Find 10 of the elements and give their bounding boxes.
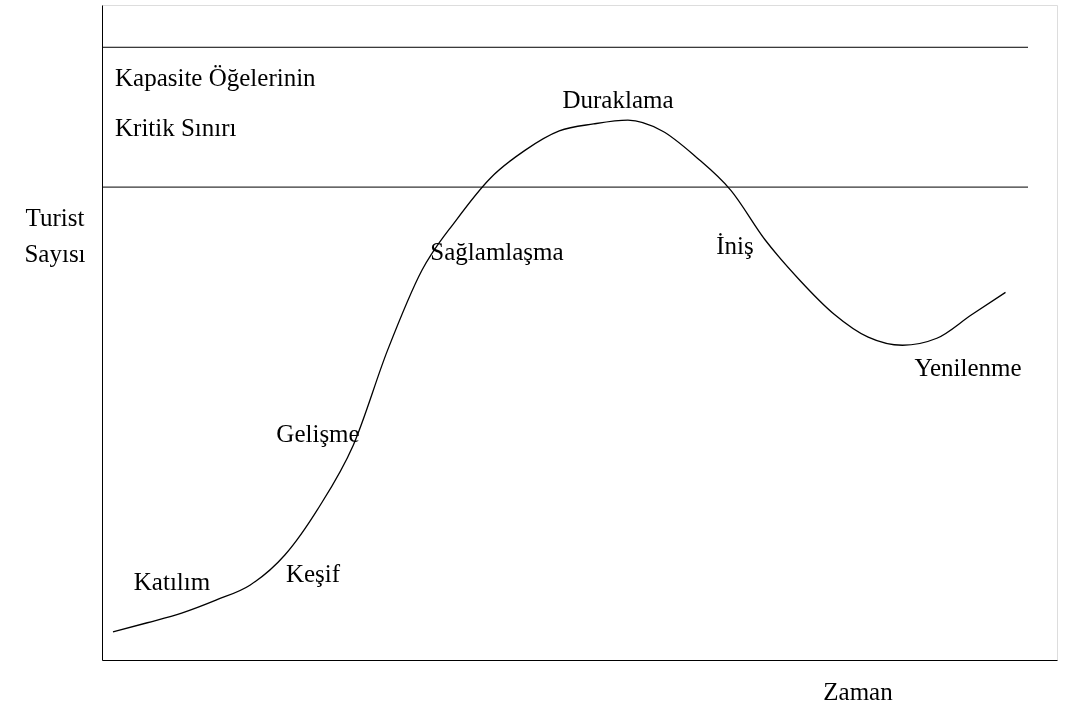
annotation: Sağlamlaşma xyxy=(430,238,564,265)
annotation: İniş xyxy=(716,232,754,259)
y-axis-title: Turist Sayısı xyxy=(24,204,86,267)
annotation: Kapasite Öğelerinin Kritik Sınırı xyxy=(115,64,317,141)
text: Duraklama xyxy=(562,86,674,113)
x-axis-title: Zaman xyxy=(823,678,894,705)
annotation: Yenilenme xyxy=(914,354,1022,381)
annotation: Gelişme xyxy=(276,420,360,447)
annotation: Katılım xyxy=(133,568,211,595)
annotation: Keşif xyxy=(285,560,341,587)
